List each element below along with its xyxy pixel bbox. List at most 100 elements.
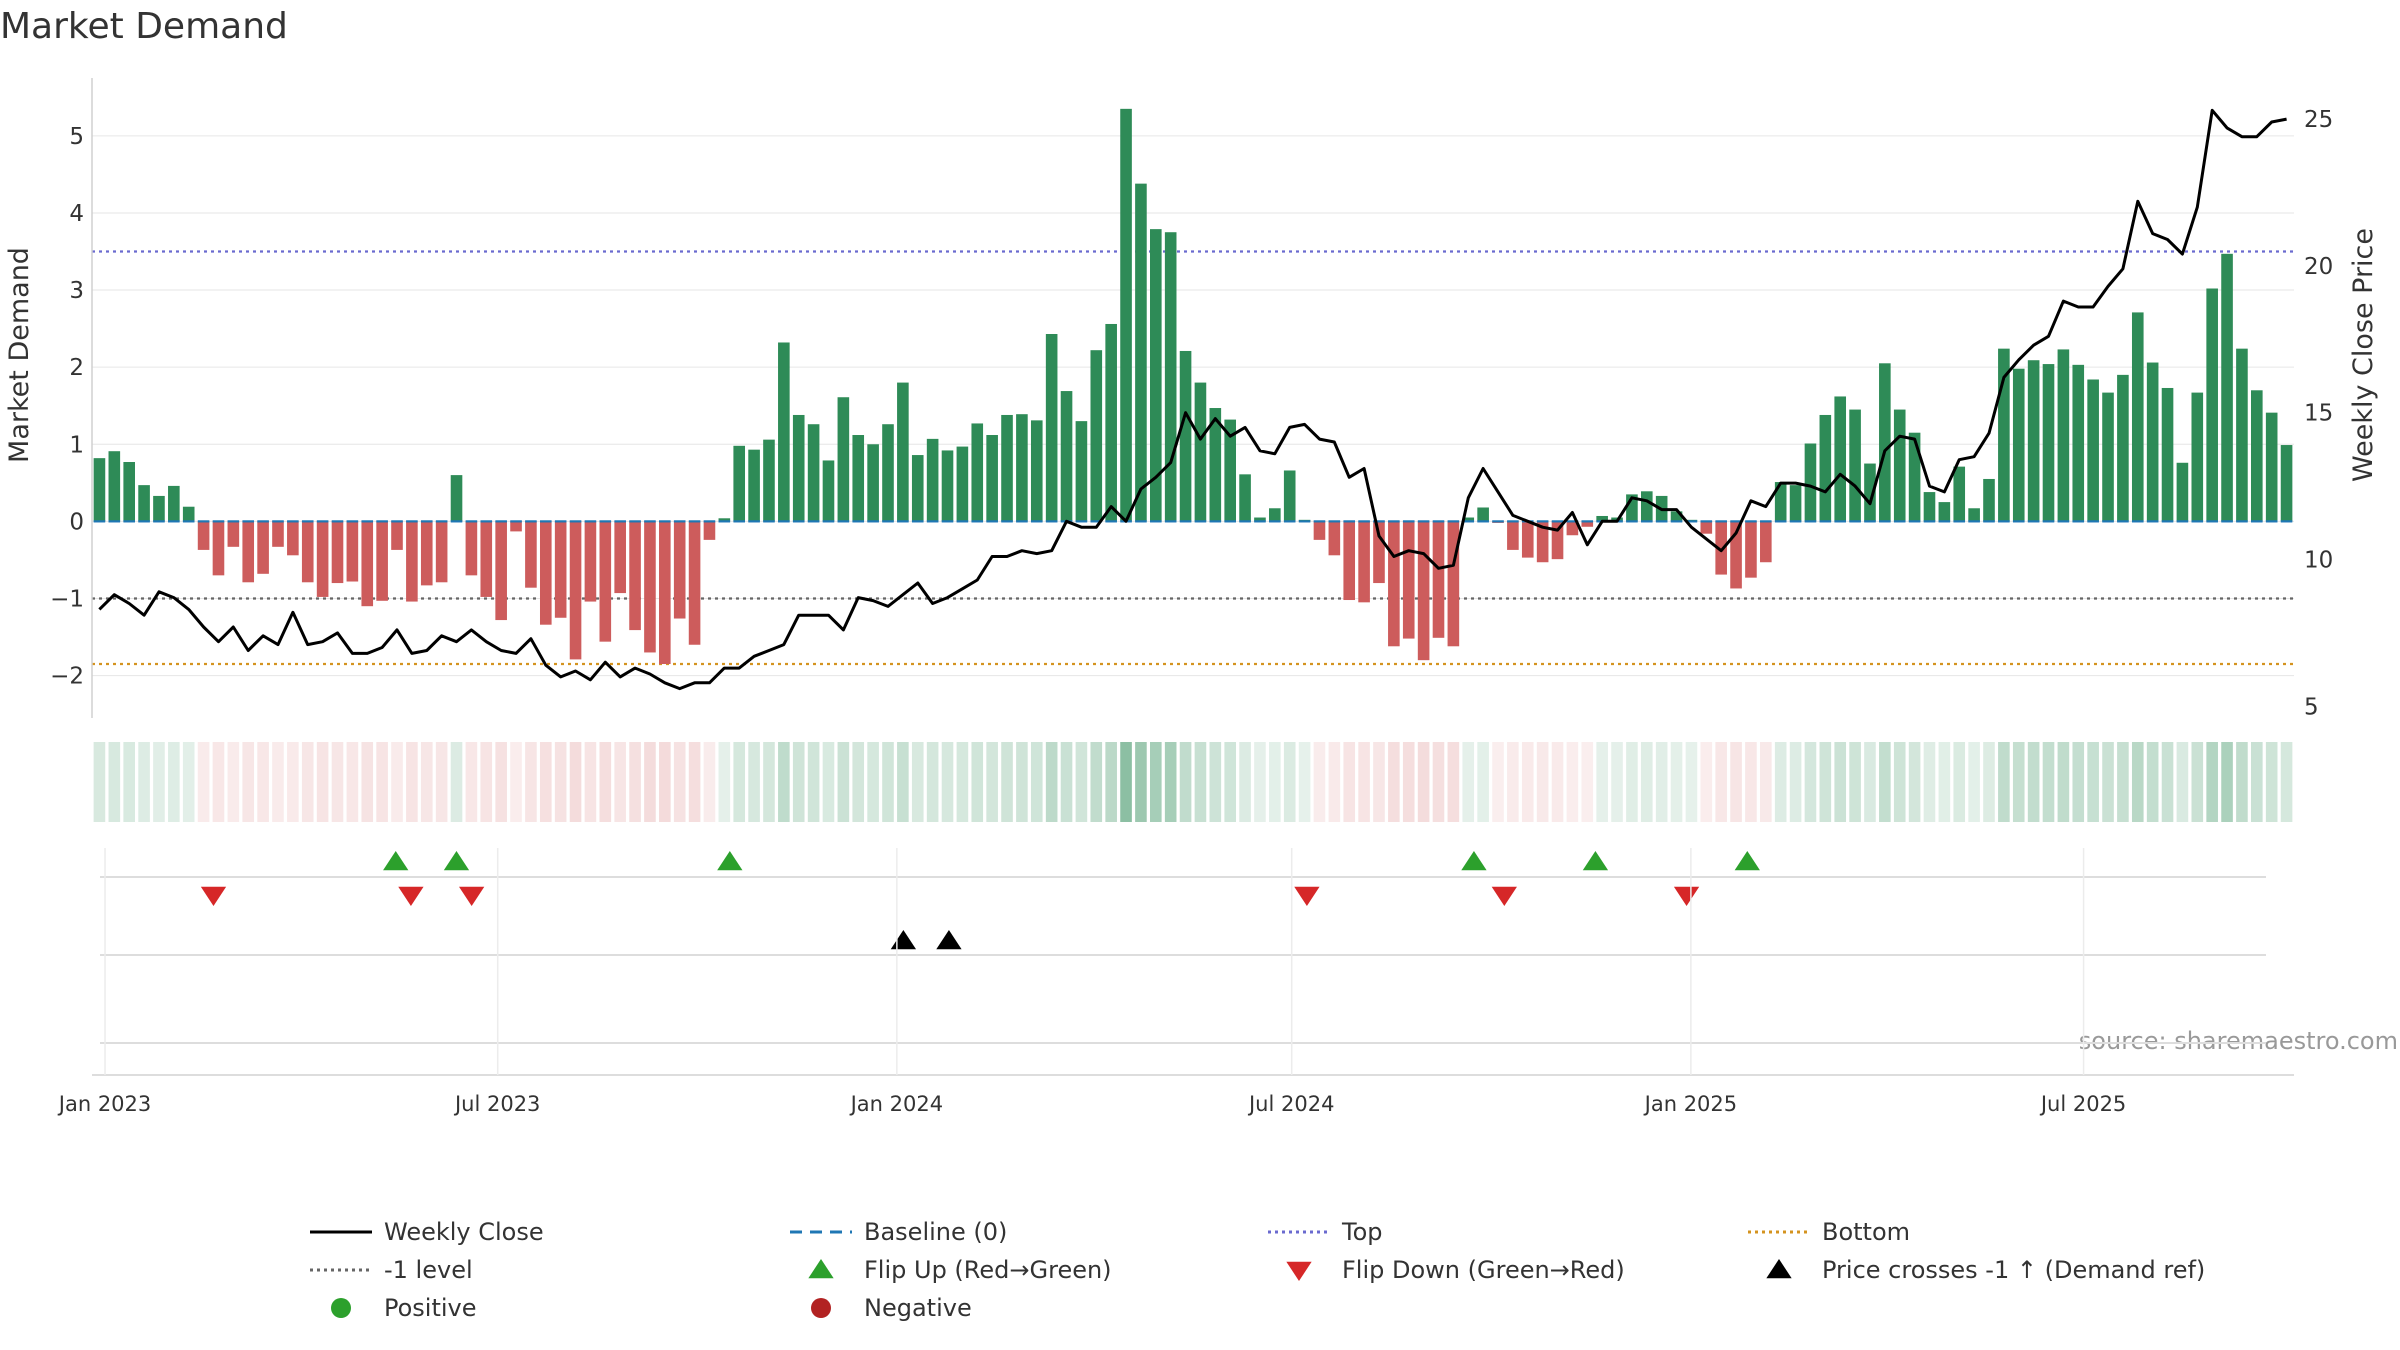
flip-up-marker (1734, 851, 1760, 871)
strip-cell (1774, 742, 1787, 822)
positive-bar (2251, 390, 2263, 522)
strip-cell (1075, 742, 1088, 822)
strip-cell (882, 742, 894, 822)
strip-cell (108, 742, 121, 822)
left-tick-label: 4 (69, 201, 84, 227)
strip-cell (2146, 742, 2159, 822)
positive-bar (168, 485, 180, 522)
x-axis: Jan 2023 Jul 2023 Jan 2024 Jul 2024 Jan 2025… (57, 848, 2294, 1116)
strip-cell (1879, 742, 1891, 822)
positive-bar (2191, 392, 2204, 522)
left-tick-label: 5 (69, 124, 84, 150)
strip-cell (510, 742, 522, 822)
flip-down-marker (459, 886, 485, 906)
flip-up-marker (1582, 851, 1609, 871)
strip-cell (986, 742, 998, 822)
left-tick-label: 2 (69, 355, 84, 381)
positive-bar (1060, 391, 1073, 522)
strip-cell (391, 742, 403, 822)
strip-cell (480, 742, 493, 822)
reference-lines (92, 250, 2294, 666)
flip-up-marker (443, 851, 470, 871)
positive-bar (1477, 507, 1489, 522)
strip-cell (1477, 742, 1489, 822)
strip-cell (1209, 742, 1222, 822)
negative-bar (1566, 521, 1579, 536)
negative-bar (1388, 521, 1400, 647)
strip-cell (822, 742, 835, 822)
negative-bar (420, 521, 433, 586)
strip-cell (1194, 742, 1207, 822)
negative-bar (1447, 521, 1460, 647)
positive-bar (1462, 517, 1475, 522)
strip-cell (287, 742, 299, 822)
strip-cell (1090, 742, 1103, 822)
positive-bar (763, 439, 775, 522)
positive-bar (852, 435, 865, 522)
negative-bar (391, 521, 403, 550)
strip-cell (763, 742, 775, 822)
strip-cell (435, 742, 448, 822)
negative-bar (1373, 521, 1385, 584)
legend-swatch (331, 1298, 351, 1318)
strip-cell (1760, 742, 1772, 822)
strip-cell (703, 742, 716, 822)
strip-cell (93, 742, 106, 822)
positive-bar (1640, 491, 1653, 522)
negative-bar (272, 521, 284, 547)
positive-bar (748, 449, 760, 522)
strip-cell (1492, 742, 1504, 822)
left-tick-label: 1 (69, 432, 84, 458)
strip-cell (941, 742, 954, 822)
strip-cell (1700, 742, 1713, 822)
positive-bar (1908, 432, 1921, 522)
legend-label: Flip Up (Red→Green) (864, 1256, 1112, 1284)
negative-bar (510, 521, 522, 532)
strip-cell (614, 742, 626, 822)
strip-cell (301, 742, 314, 822)
strip-cell (525, 742, 537, 822)
strip-cell (1968, 742, 1980, 822)
negative-bar (212, 521, 225, 576)
strip-cell (2161, 742, 2174, 822)
legend-swatch (808, 1259, 834, 1279)
strip-cell (1745, 742, 1757, 822)
strip-cell (852, 742, 865, 822)
chart-title: Market Demand (0, 6, 288, 47)
negative-bar (525, 521, 537, 588)
strip-cell (1343, 742, 1356, 822)
strip-cell (2221, 742, 2233, 822)
positive-bar (2176, 462, 2189, 522)
strip-cell (316, 742, 329, 822)
strip-cell (1060, 742, 1073, 822)
x-tick-label: Jan 2025 (1643, 1092, 1738, 1116)
positive-bar (882, 424, 894, 522)
negative-bar (242, 521, 255, 583)
strip-cell (2117, 742, 2129, 822)
flip-down-marker (200, 886, 227, 906)
positive-bar (1626, 494, 1638, 522)
strip-cell (1179, 742, 1192, 822)
positive-bar (2042, 364, 2055, 522)
strip-cell (926, 742, 939, 822)
x-tick-label: Jan 2024 (849, 1092, 944, 1116)
positive-bar (1075, 421, 1088, 522)
positive-bar (837, 397, 850, 522)
strip-cell (420, 742, 433, 822)
strip-cell (1655, 742, 1668, 822)
legend-label: Price crosses -1 ↑ (Demand ref) (1822, 1256, 2205, 1284)
strip-cell (1239, 742, 1251, 822)
flip-down-marker (398, 886, 424, 906)
negative-bar (287, 521, 299, 556)
positive-bar (2117, 374, 2129, 522)
strip-cell (1016, 742, 1028, 822)
positive-bar (1150, 229, 1162, 522)
positive-bar (1224, 419, 1236, 522)
strip-cell (1789, 742, 1802, 822)
strip-cell (554, 742, 567, 822)
demand-bars (93, 108, 2293, 665)
positive-bar (138, 485, 150, 522)
negative-bar (257, 521, 269, 574)
positive-bar (2087, 379, 2099, 522)
